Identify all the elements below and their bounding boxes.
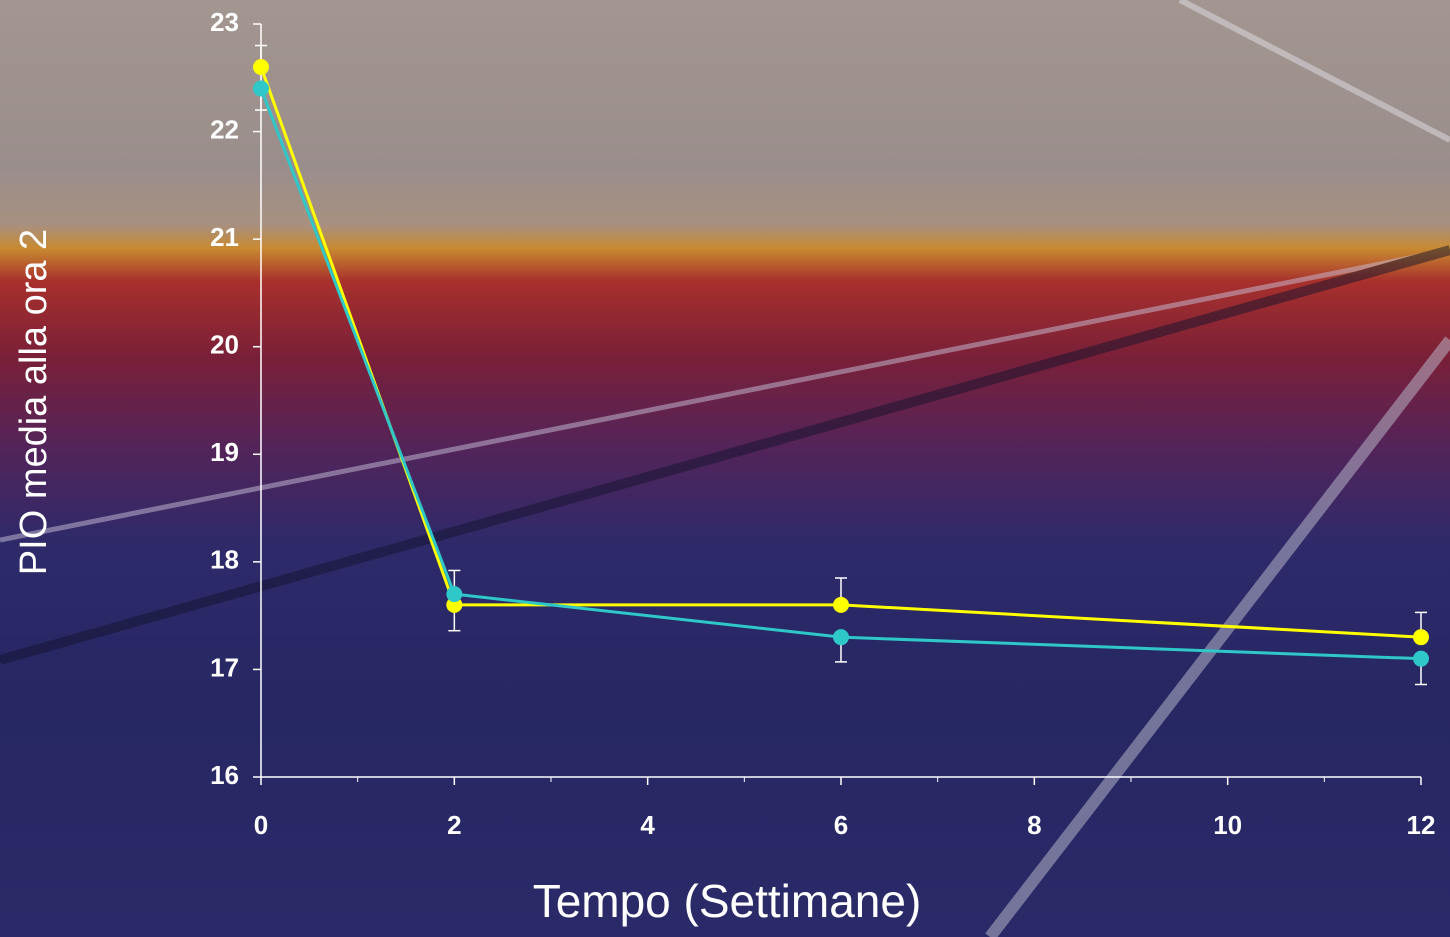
ray <box>0 247 1450 543</box>
x-tick-label: 4 <box>640 810 655 840</box>
x-tick-label: 2 <box>447 810 461 840</box>
x-tick-label: 10 <box>1213 810 1242 840</box>
x-tick-label: 12 <box>1407 810 1436 840</box>
y-tick-label: 16 <box>210 760 239 790</box>
ray <box>0 245 1450 665</box>
data-point <box>1413 650 1429 667</box>
data-point <box>833 629 849 646</box>
series-line <box>259 66 1422 639</box>
y-tick-label: 19 <box>210 437 239 467</box>
x-tick-label: 6 <box>834 810 848 840</box>
data-point <box>446 586 463 603</box>
ray <box>1178 0 1450 143</box>
data-point <box>253 59 269 76</box>
data-point <box>253 80 269 97</box>
y-axis-title: PIO media alla ora 2 <box>13 229 55 575</box>
y-tick-label: 23 <box>210 7 239 37</box>
x-tick-label: 8 <box>1027 810 1041 840</box>
y-tick-label: 18 <box>210 545 239 575</box>
ray <box>985 336 1450 937</box>
y-tick-label: 22 <box>210 114 239 144</box>
y-tick-label: 20 <box>210 330 239 360</box>
x-axis-title: Tempo (Settimane) <box>533 875 922 927</box>
x-tick-label: 0 <box>254 810 268 840</box>
series-line <box>259 88 1422 661</box>
data-point <box>1413 629 1429 646</box>
y-tick-label: 17 <box>210 652 239 682</box>
y-tick-label: 21 <box>210 222 239 252</box>
data-point <box>833 596 849 613</box>
